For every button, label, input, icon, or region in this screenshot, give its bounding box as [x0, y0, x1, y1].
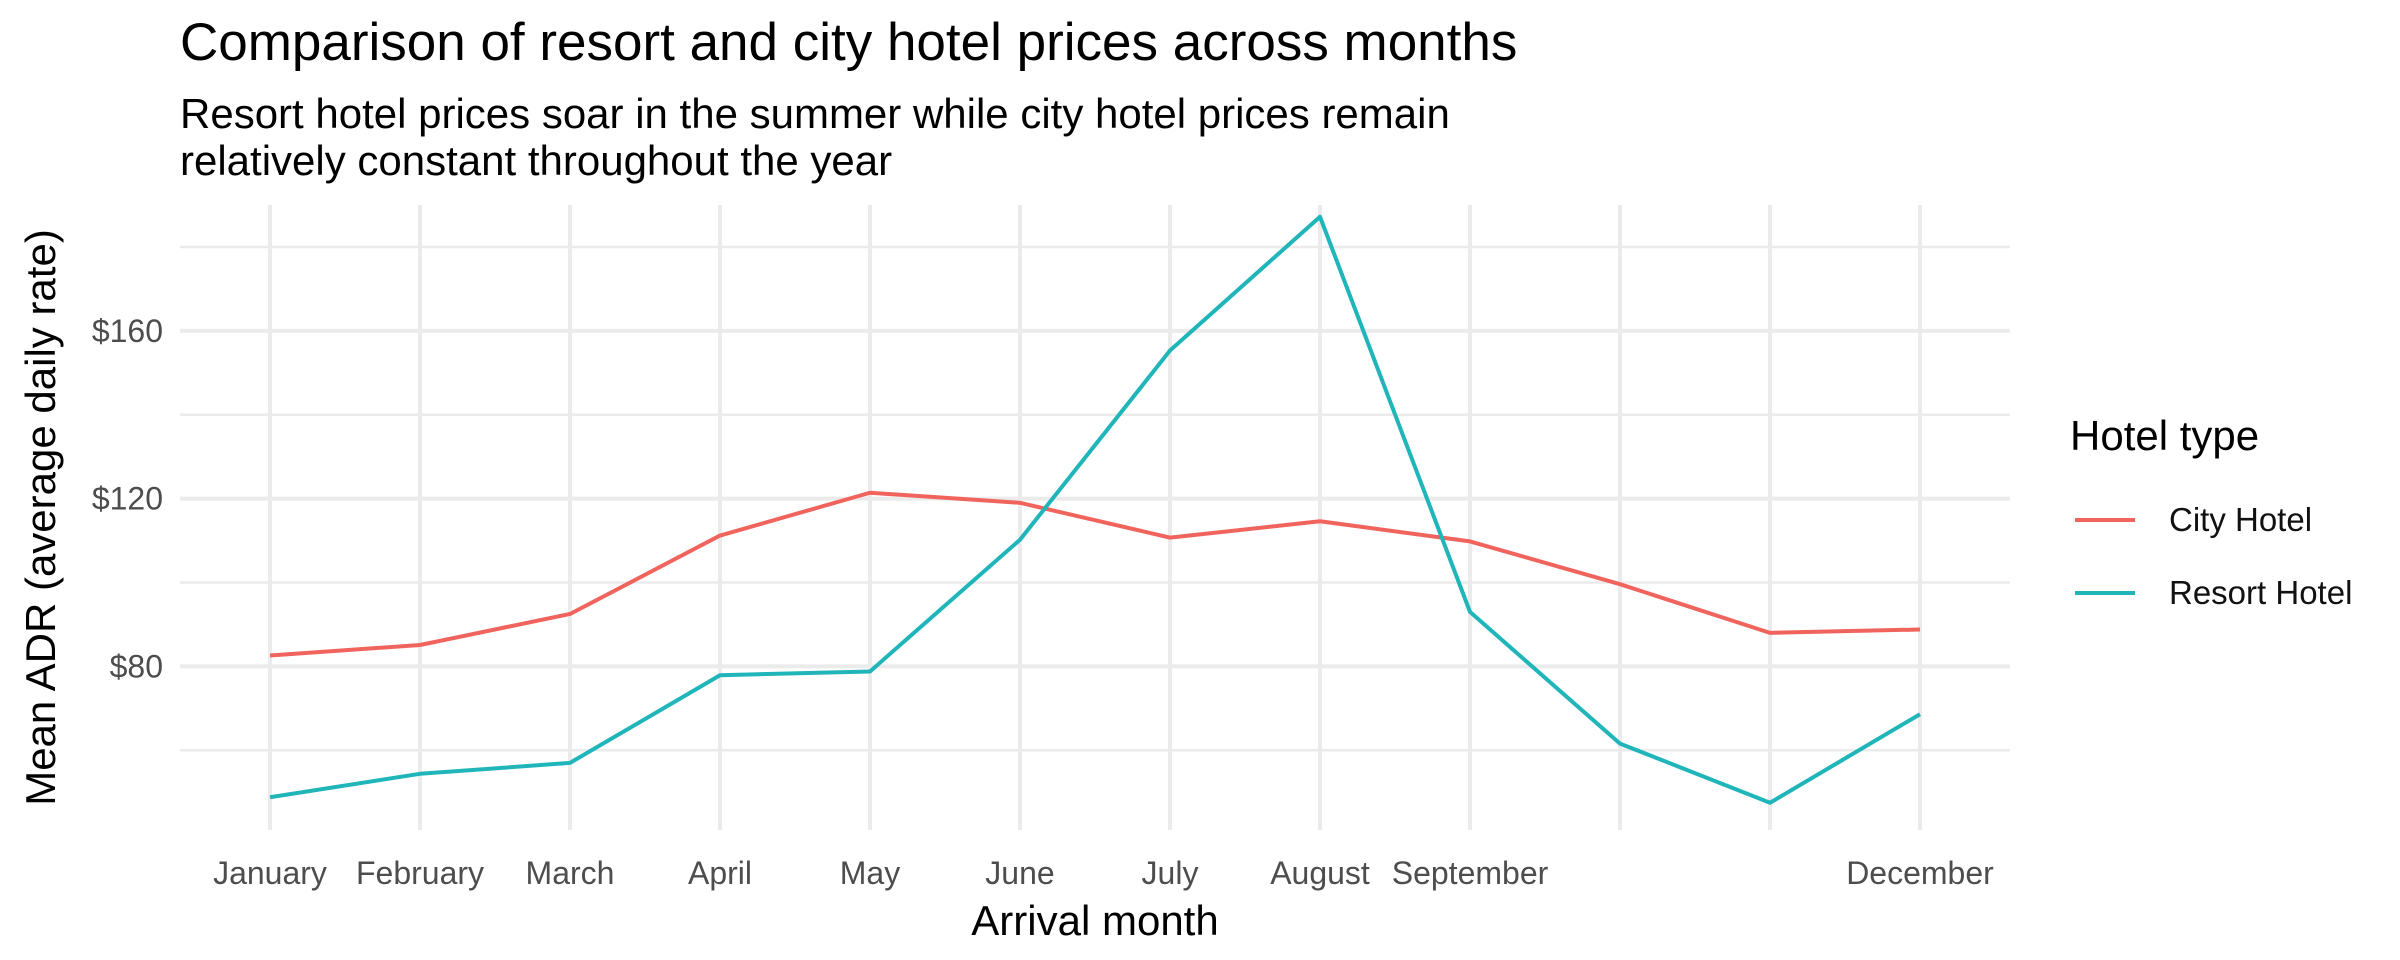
- y-tick-label: $80: [110, 648, 163, 684]
- x-tick-label: January: [213, 855, 327, 891]
- legend-item-city-hotel: City Hotel: [2075, 495, 2312, 545]
- legend-label: City Hotel: [2169, 501, 2313, 538]
- x-tick-label: April: [688, 855, 752, 891]
- x-tick-label: August: [1270, 855, 1370, 891]
- x-tick-label: December: [1846, 855, 1994, 891]
- x-axis-title: Arrival month: [971, 897, 1218, 944]
- chart-subtitle-line-1: Resort hotel prices soar in the summer w…: [180, 90, 1450, 137]
- chart-title: Comparison of resort and city hotel pric…: [180, 13, 1518, 72]
- legend-key-resort-hotel: [2075, 591, 2135, 595]
- legend-title: Hotel type: [2070, 412, 2260, 459]
- axis-labels: $80 $120 $160 January February March April May J…: [17, 229, 1994, 944]
- x-tick-label: March: [526, 855, 615, 891]
- series-lines: [269, 214, 1922, 805]
- y-tick-label: $160: [92, 313, 163, 349]
- x-tick-label: July: [1142, 855, 1199, 891]
- x-tick-label: September: [1392, 855, 1549, 891]
- grid-lines: [180, 205, 2010, 830]
- series-line-city-hotel: [269, 490, 1921, 658]
- y-tick-label: $120: [92, 481, 163, 517]
- legend-key-city-hotel: [2075, 518, 2135, 522]
- y-axis-title: Mean ADR (average daily rate): [17, 229, 64, 806]
- series-line-resort-hotel: [269, 214, 1922, 805]
- x-tick-label: February: [356, 855, 484, 891]
- legend-item-resort-hotel: Resort Hotel: [2075, 568, 2352, 618]
- chart-subtitle-line-2: relatively constant throughout the year: [180, 137, 893, 184]
- legend-label: Resort Hotel: [2169, 574, 2353, 611]
- x-tick-label: June: [985, 855, 1054, 891]
- x-tick-label: May: [840, 855, 900, 891]
